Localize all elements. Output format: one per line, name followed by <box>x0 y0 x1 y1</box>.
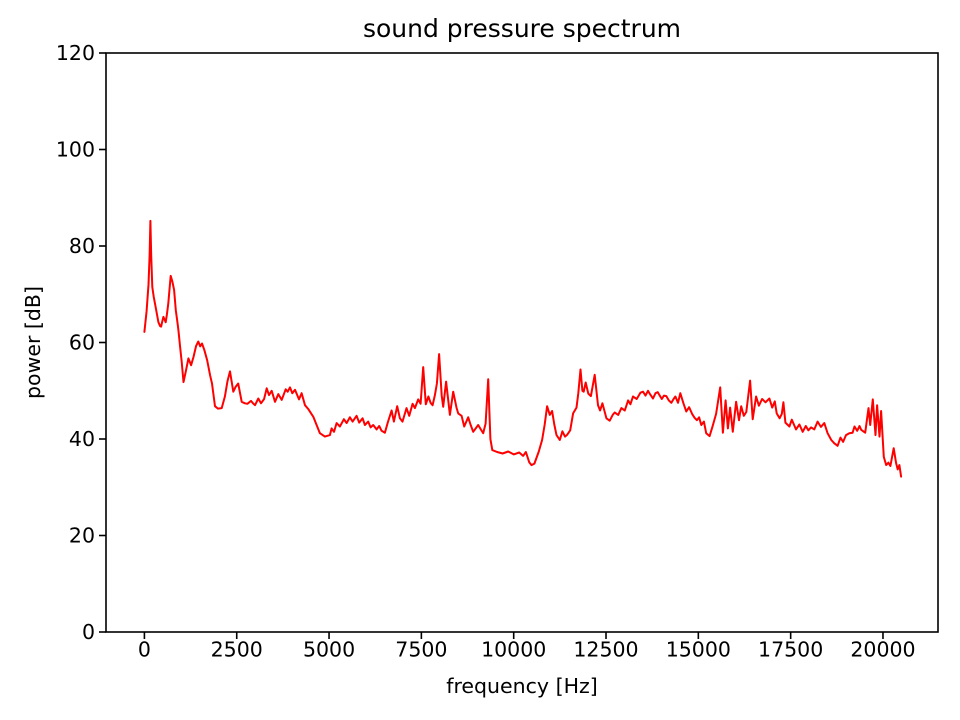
x-tick-label: 12500 <box>573 638 638 662</box>
spectrum-line <box>143 219 903 478</box>
x-tick-label: 2500 <box>211 638 263 662</box>
y-tick-label: 120 <box>56 41 95 65</box>
y-tick-label: 0 <box>82 620 95 644</box>
y-tick-label: 60 <box>69 331 95 355</box>
y-tick-label: 40 <box>69 427 95 451</box>
x-tick-label: 7500 <box>395 638 447 662</box>
y-tick-label: 20 <box>69 524 95 548</box>
y-tick-label: 80 <box>69 234 95 258</box>
x-tick-label: 17500 <box>758 638 823 662</box>
y-tick-label: 100 <box>56 138 95 162</box>
axes-frame <box>105 52 939 633</box>
x-tick-label: 5000 <box>303 638 355 662</box>
plot-area: 0 2500 5000 7500 10000 12500 15000 17500 20000 0 2… <box>56 41 939 662</box>
x-tick-label: 10000 <box>481 638 546 662</box>
y-axis-label: power [dB] <box>21 286 45 399</box>
x-tick-label: 0 <box>138 638 151 662</box>
x-axis-label: frequency [Hz] <box>446 674 598 698</box>
x-tick-label: 20000 <box>850 638 915 662</box>
x-tick-label: 15000 <box>666 638 731 662</box>
chart-title: sound pressure spectrum <box>363 14 681 43</box>
